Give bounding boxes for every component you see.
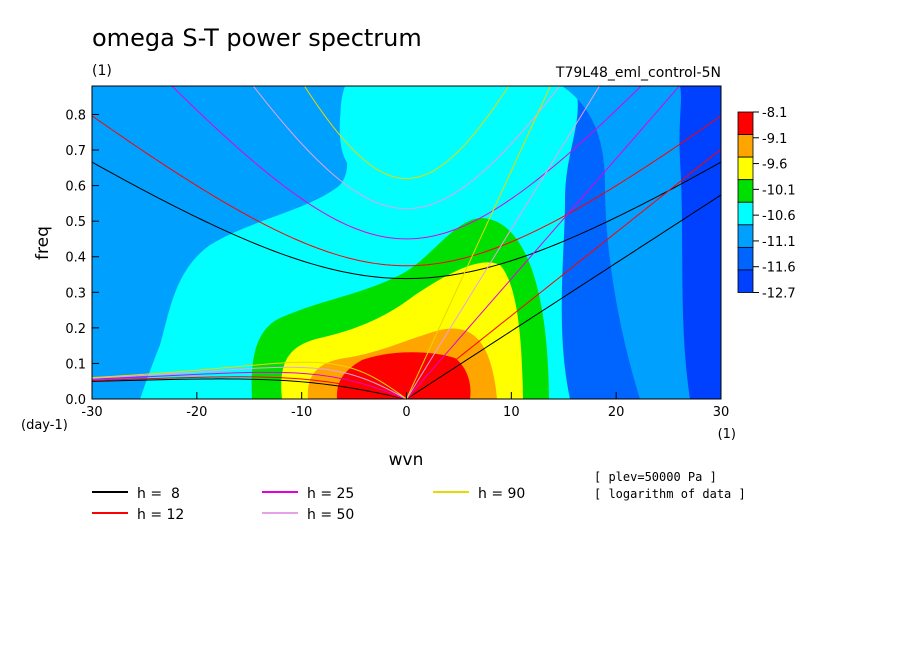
kelvin-curve [406,86,681,399]
x-tick-label: 10 [503,405,520,420]
colorbar-swatch [737,246,754,271]
note-plev: [ plev=50000 Pa ] [594,470,717,484]
legend-label: h = 90 [478,486,525,502]
rossby-curve [92,376,407,399]
y-axis-label: freq [33,226,53,260]
colorbar-label: -8.1 [762,106,787,121]
note-log: [ logarithm of data ] [594,487,746,501]
colorbar-label: -10.1 [762,183,796,198]
x-tick-label: 30 [713,405,730,420]
run-label: T79L48_eml_control-5N [555,65,721,81]
x-tick-label: -30 [81,405,102,420]
y-tick-label: 0.8 [65,108,86,123]
y-tick-label: 0.7 [65,144,86,159]
colorbar: -8.1 -9.1 -9.6 -10.1 -10.6 -11.1 -11.6 -12.7 [737,106,796,302]
colorbar-label: -9.6 [762,158,787,173]
gravity-curve [171,86,642,240]
chart-title: omega S-T power spectrum [92,24,422,52]
legend-label: h = 8 [137,486,180,502]
contour-light-blue-left [92,86,348,399]
contour-dark-blue-right [679,86,721,399]
colorbar-swatch [737,201,754,226]
gravity-curve [92,115,721,267]
colorbar-label: -11.6 [762,261,796,276]
legend-label: h = 12 [137,507,184,523]
colorbar-label: -10.6 [762,209,796,224]
kelvin-curve [406,148,721,399]
y-axis: 0.0 0.1 0.2 0.3 0.4 0.5 0.6 0.7 0.8 [65,108,99,408]
y-tick-label: 0.0 [65,393,86,408]
units-label: (1) [92,63,112,79]
gravity-curve [252,86,561,210]
y-tick-label: 0.5 [65,215,86,230]
colorbar-label: -11.1 [762,235,796,250]
kelvin-curve [406,86,601,399]
x-axis-label: wvn [389,450,424,470]
y-tick-label: 0.4 [65,251,86,266]
colorbar-swatch [737,156,754,181]
x-tick-label: -10 [291,405,312,420]
rossby-curve [92,378,407,399]
rossby-curve [92,366,407,399]
y-tick-label: 0.3 [65,286,86,301]
colorbar-swatch [737,224,754,248]
colorbar-swatch [737,269,754,293]
kelvin-curve [406,194,721,399]
contour-cyan-top [339,86,420,175]
rossby-curve [92,361,407,399]
colorbar-swatch [737,179,754,203]
dispersion-curves [92,86,721,399]
y-tick-label: 0.1 [65,357,86,372]
gravity-curve [92,161,721,280]
x-tick-label: 20 [608,405,625,420]
legend: h = 8 h = 12 h = 25 h = 50 h = 90 [92,486,525,523]
y-tick-label: 0.2 [65,322,86,337]
colorbar-label: -12.7 [762,287,796,302]
y-tick-label: 0.6 [65,180,86,195]
rossby-curve [92,371,407,399]
x-unit-label: (1) [718,427,736,442]
x-tick-label: -20 [186,405,207,420]
plot-area [92,86,721,399]
x-axis: -30 -20 -10 0 10 20 30 [81,392,729,420]
gravity-curve [303,86,510,180]
x-tick-label: 0 [402,405,410,420]
kelvin-curve [406,86,551,399]
colorbar-label: -9.1 [762,132,787,147]
legend-label: h = 25 [307,486,354,502]
colorbar-swatch [737,111,754,135]
y-unit-label: (day-1) [21,418,68,433]
colorbar-swatch [737,134,754,158]
legend-label: h = 50 [307,507,354,523]
